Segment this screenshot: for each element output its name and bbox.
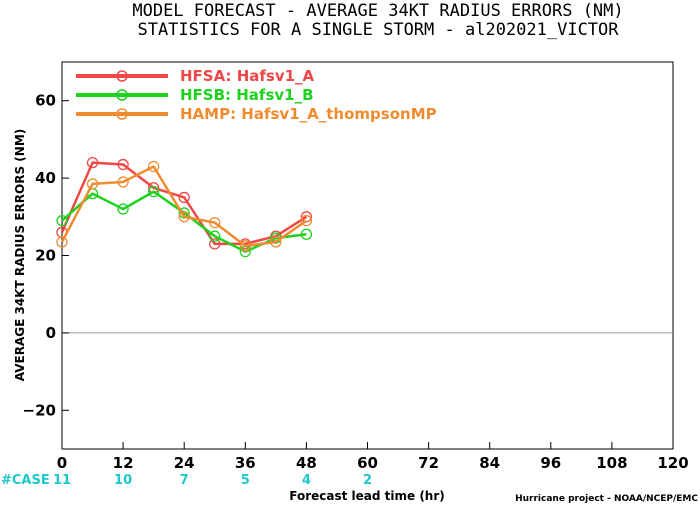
- data-point: [239, 240, 251, 252]
- x-tick-label: 24: [174, 454, 195, 472]
- data-point: [147, 160, 160, 173]
- case-count: 11: [53, 473, 71, 488]
- legend-label: HAMP: Hafsv1_A_thompsonMP: [180, 105, 437, 123]
- legend-marker: [116, 108, 128, 120]
- x-tick-label: 48: [296, 454, 317, 472]
- chart-title-line2: STATISTICS FOR A SINGLE STORM - al202021…: [137, 20, 619, 40]
- series-line-2: [60, 165, 308, 248]
- x-tick-label: 84: [479, 454, 500, 472]
- data-point: [56, 215, 68, 227]
- data-point: [178, 211, 190, 223]
- data-point: [209, 216, 221, 229]
- x-tick-label: 36: [235, 454, 256, 472]
- case-count: 5: [241, 473, 250, 488]
- y-tick-label: −20: [23, 401, 56, 419]
- case-count: 2: [363, 473, 372, 488]
- case-label: #CASE: [1, 473, 50, 488]
- x-tick-label: 120: [657, 454, 688, 472]
- case-count: 10: [114, 473, 132, 488]
- y-axis-label: AVERAGE 34KT RADIUS ERRORS (NM): [13, 129, 27, 381]
- data-point: [300, 228, 313, 240]
- case-count: 4: [302, 473, 311, 488]
- series-line-0: [60, 161, 308, 246]
- data-point: [178, 191, 190, 204]
- legend-label: HFSB: Hafsv1_B: [180, 86, 314, 104]
- x-tick-label: 60: [357, 454, 378, 472]
- data-point: [56, 236, 68, 248]
- x-tick-label: 108: [596, 454, 627, 472]
- data-point: [86, 178, 99, 190]
- x-tick-label: 72: [418, 454, 439, 472]
- case-count: 7: [180, 473, 189, 488]
- data-point: [117, 176, 129, 188]
- chart-title-line1: MODEL FORECAST - AVERAGE 34KT RADIUS ERR…: [132, 1, 623, 21]
- data-point: [117, 158, 129, 171]
- x-tick-label: 96: [540, 454, 561, 472]
- credit-text: Hurricane project - NOAA/NCEP/EMC: [515, 494, 698, 504]
- legend-label: HFSA: Hafsv1_A: [180, 67, 315, 85]
- x-tick-label: 12: [113, 454, 134, 472]
- data-point: [270, 236, 282, 248]
- data-point: [86, 156, 99, 169]
- data-point: [117, 203, 129, 215]
- data-point: [147, 185, 160, 198]
- y-tick-label: 20: [35, 247, 56, 265]
- legend-marker: [116, 89, 128, 101]
- y-tick-label: 40: [35, 169, 56, 187]
- data-point: [300, 215, 313, 227]
- legend-marker: [116, 70, 128, 82]
- data-point: [209, 230, 221, 242]
- data-point: [209, 238, 221, 250]
- x-axis-label: Forecast lead time (hr): [289, 489, 445, 503]
- y-tick-label: 0: [46, 324, 56, 342]
- y-tick-label: 60: [35, 92, 56, 110]
- x-tick-label: 0: [57, 454, 67, 472]
